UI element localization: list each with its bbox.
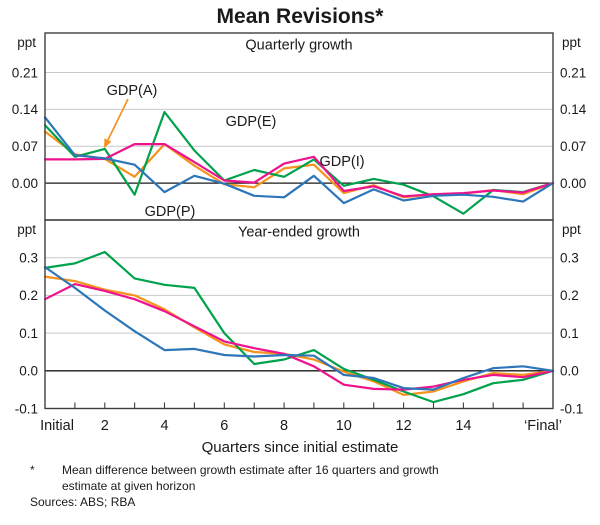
x-tick-label-6: 6 [220,418,228,434]
x-tick-label-10: 10 [336,418,352,434]
series-label-gdpa: GDP(A) [107,83,158,99]
footnote-line1: Mean difference between growth estimate … [62,463,439,477]
x-tick-label-2: 2 [101,418,109,434]
y-tick-label-right: 0.00 [560,176,586,191]
footnote-marker: * [30,463,35,477]
y-tick-label-left: 0.21 [12,65,38,80]
chart-title: Mean Revisions* [217,5,385,28]
x-tick-label-4: 4 [160,418,168,434]
series-line-gdpi [43,143,555,198]
y-tick-label-right: 0.07 [560,139,586,154]
y-tick-label-left: -0.1 [15,401,38,416]
y-tick-label-left: 0.0 [19,364,38,379]
series-line-gdpi [43,283,555,391]
panel-title-bottom: Year-ended growth [238,225,360,241]
series-label-gdpp: GDP(P) [145,204,196,220]
y-tick-label-left: 0.2 [19,288,38,303]
y-tick-label-right: 0.2 [560,288,579,303]
y-tick-label-left: 0.07 [12,139,38,154]
series-line-gdpp [43,116,555,205]
series-line-gdpe [43,110,555,215]
unit-label-right: ppt [562,35,581,50]
series-label-gdpi: GDP(I) [319,154,364,170]
x-axis-title: Quarters since initial estimate [202,439,399,456]
x-tick-label-17: ‘Final’ [524,418,562,434]
series-line-gdpp [43,266,555,391]
x-tick-label-0: Initial [40,418,74,434]
y-tick-label-right: 0.0 [560,364,579,379]
series-label-gdpe: GDP(E) [226,114,277,130]
y-tick-label-right: 0.1 [560,326,579,341]
x-tick-label-8: 8 [280,418,288,434]
y-tick-label-left: 0.00 [12,176,38,191]
unit-label-left: ppt [17,222,36,237]
footnote-line2: estimate at given horizon [62,479,195,493]
unit-label-right: ppt [562,222,581,237]
x-tick-label-12: 12 [396,418,412,434]
y-tick-label-right: -0.1 [560,401,583,416]
y-tick-label-left: 0.3 [19,251,38,266]
y-tick-label-left: 0.14 [12,102,39,117]
annotation-arrowhead-icon [104,138,112,148]
y-tick-label-left: 0.1 [19,326,38,341]
y-tick-label-right: 0.14 [560,102,587,117]
x-tick-label-14: 14 [455,418,471,434]
annotation-arrow-line [107,98,129,141]
y-tick-label-right: 0.3 [560,251,579,266]
y-tick-label-right: 0.21 [560,65,586,80]
panel-title-top: Quarterly growth [245,38,352,54]
unit-label-left: ppt [17,35,36,50]
sources-note: Sources: ABS; RBA [30,495,135,509]
panel-border-bottom [44,219,554,410]
